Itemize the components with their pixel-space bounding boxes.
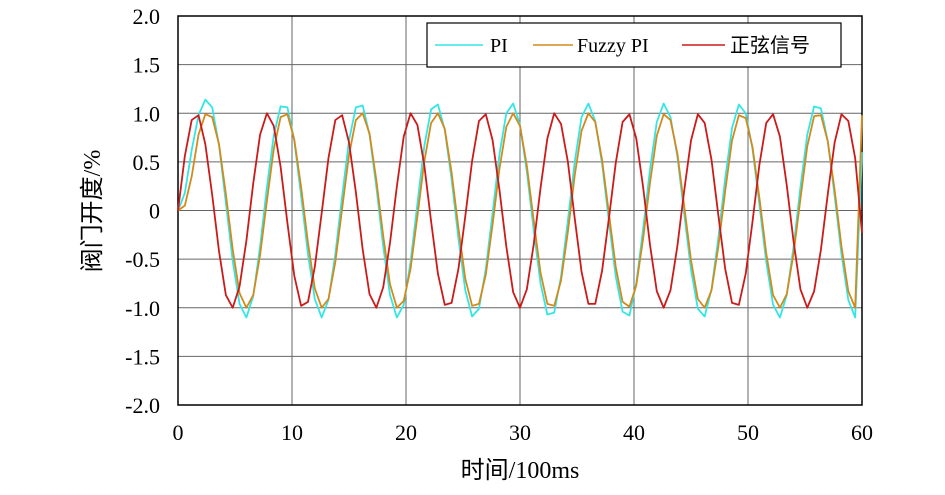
series-lines — [177, 98, 863, 319]
legend-label-pi: PI — [490, 35, 508, 57]
tick-labels: 0 10 20 30 40 50 60 2.0 1.5 1.0 0.5 0 -0.5 -1.0 -1.5 -2… — [125, 4, 873, 445]
series-line-1 — [177, 112, 863, 309]
x-tick-label: 30 — [509, 420, 531, 445]
legend-label-sine: 正弦信号 — [730, 34, 810, 57]
x-axis-label: 时间/100ms — [461, 457, 580, 484]
x-tick-label: 50 — [737, 420, 759, 445]
y-axis-label: 阀门开度/% — [79, 150, 106, 273]
y-tick-label: 0 — [149, 199, 160, 224]
legend-label-fuzzy-pi: Fuzzy PI — [577, 35, 649, 57]
y-tick-label: -0.5 — [125, 247, 160, 272]
y-tick-label: 0.5 — [133, 150, 161, 175]
legend: PI Fuzzy PI 正弦信号 — [426, 22, 842, 68]
x-tick-label: 20 — [395, 420, 417, 445]
x-tick-label: 60 — [851, 420, 873, 445]
y-tick-label: 2.0 — [133, 4, 161, 29]
y-tick-label: -1.0 — [125, 296, 160, 321]
series-line-2 — [177, 112, 863, 309]
x-tick-label: 40 — [623, 420, 645, 445]
legend-box — [426, 22, 842, 68]
y-tick-label: 1.0 — [133, 101, 161, 126]
y-tick-label: -1.5 — [125, 344, 160, 369]
y-tick-label: 1.5 — [133, 53, 161, 78]
y-tick-label: -2.0 — [125, 393, 160, 418]
x-tick-label: 10 — [281, 420, 303, 445]
x-tick-label: 0 — [173, 420, 184, 445]
